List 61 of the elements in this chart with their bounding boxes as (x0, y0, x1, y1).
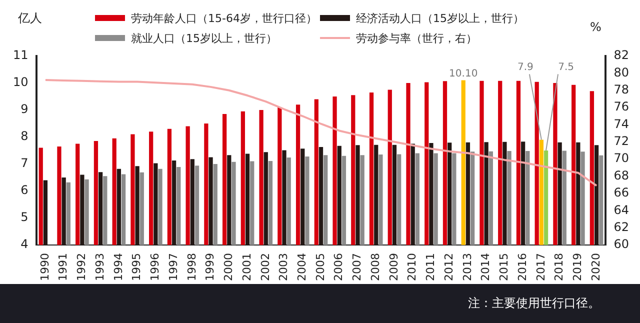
x-tick-label: 1994 (112, 253, 125, 282)
y2-tick-label: 72 (614, 134, 630, 148)
x-tick-label: 2010 (406, 253, 419, 282)
x-tick-label: 2020 (589, 253, 602, 282)
y2-tick-label: 66 (614, 186, 630, 200)
x-tick-label: 2018 (552, 253, 566, 282)
x-tick-label: 2008 (368, 253, 382, 282)
legend-label: 劳动年龄人口（15-64岁，世行口径） (131, 10, 317, 26)
x-tick-label: 2005 (314, 253, 327, 282)
y2-tick-label: 62 (614, 220, 630, 234)
x-tick-label: 1996 (148, 253, 162, 282)
y-tick-label: 10 (12, 75, 28, 90)
y2-tick-label: 64 (614, 202, 630, 217)
y2-tick-label: 82 (614, 48, 630, 62)
legend-label: 就业人口（15岁以上，世行） (131, 30, 277, 46)
y-tick-label: 11 (12, 48, 28, 62)
y2-tick-label: 70 (614, 151, 630, 166)
x-tick-label: 2002 (258, 253, 272, 282)
data-label: 10.10 (449, 68, 478, 80)
y2-tick-label: 60 (614, 237, 630, 252)
y2-tick-label: 74 (614, 116, 630, 131)
x-tick-label: 1991 (56, 253, 70, 282)
x-tick-label: 1990 (38, 253, 52, 282)
x-tick-label: 2001 (240, 253, 254, 282)
x-tick-label: 2007 (350, 253, 364, 282)
x-tick-label: 1993 (93, 253, 106, 282)
y-axis-title: 亿人 (18, 10, 42, 27)
y-tick-label: 6 (20, 183, 28, 198)
x-tick-label: 1999 (204, 253, 217, 282)
x-tick-label: 2016 (516, 253, 529, 282)
x-tick-label: 1998 (185, 253, 198, 282)
x-tick-label: 2017 (534, 253, 548, 282)
y-tick-label: 5 (20, 210, 28, 224)
x-tick-label: 1997 (166, 253, 180, 282)
x-tick-label: 1995 (130, 253, 144, 282)
y-tick-label: 7 (20, 156, 28, 170)
data-label: 7.5 (558, 62, 574, 74)
y2-tick-label: 76 (614, 100, 630, 114)
x-tick-label: 2013 (460, 253, 474, 282)
x-tick-label: 2009 (387, 253, 400, 282)
y2-tick-label: 78 (614, 82, 630, 96)
x-tick-label: 2000 (222, 253, 236, 282)
y2-tick-label: 80 (614, 65, 630, 80)
x-tick-label: 2003 (277, 253, 290, 282)
data-label: 7.9 (517, 62, 534, 74)
y-tick-label: 9 (20, 102, 28, 116)
x-tick-label: 2015 (498, 253, 511, 282)
x-tick-label: 2011 (424, 253, 438, 282)
y2-axis-title: % (590, 20, 602, 34)
text: 注：主要使用世行口径。 (468, 295, 600, 312)
x-tick-label: 2012 (442, 253, 456, 282)
legend-label: 劳动参与率（世行，右） (356, 30, 477, 46)
y2-tick-label: 68 (614, 168, 630, 182)
x-tick-label: 2014 (479, 253, 492, 282)
x-tick-label: 2004 (295, 253, 308, 282)
y-tick-label: 8 (20, 129, 28, 144)
x-tick-label: 2019 (571, 253, 584, 282)
legend-label: 经济活动人口（15岁以上，世行） (356, 10, 524, 26)
x-tick-label: 2006 (332, 253, 346, 282)
x-tick-label: 1992 (75, 253, 88, 282)
y-tick-label: 4 (20, 237, 28, 252)
